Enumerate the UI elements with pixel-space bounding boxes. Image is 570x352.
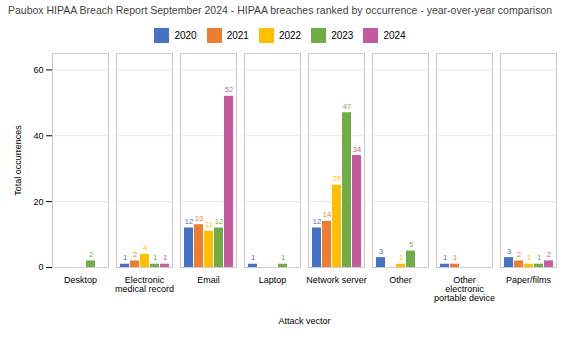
svg-text:Electronicmedical record: Electronicmedical record	[115, 275, 174, 294]
svg-text:3: 3	[507, 247, 511, 256]
svg-text:12: 12	[313, 217, 321, 226]
html-text:2023: 2023	[331, 30, 354, 41]
svg-text:60: 60	[33, 65, 43, 75]
svg-text:1: 1	[399, 253, 403, 262]
svg-text:1: 1	[537, 253, 541, 262]
html-text:2021: 2021	[226, 30, 249, 41]
svg-text:Network server: Network server	[306, 275, 367, 285]
svg-text:4: 4	[143, 243, 147, 252]
svg-text:1: 1	[123, 253, 127, 262]
svg-text:12: 12	[185, 217, 193, 226]
svg-text:Attack vector: Attack vector	[278, 316, 330, 326]
svg-text:Laptop: Laptop	[259, 275, 287, 285]
svg-text:47: 47	[343, 102, 351, 111]
svg-text:40: 40	[33, 131, 43, 141]
svg-text:2: 2	[517, 250, 521, 259]
svg-text:Other: Other	[389, 275, 412, 285]
svg-text:Otherelectronicportable device: Otherelectronicportable device	[434, 275, 495, 303]
html-text:Paubox HIPAA Breach Report Sep: Paubox HIPAA Breach Report September 202…	[8, 4, 553, 16]
svg-text:1: 1	[453, 253, 457, 262]
html-text:2020: 2020	[174, 30, 197, 41]
svg-text:12: 12	[215, 217, 223, 226]
svg-text:1: 1	[163, 253, 167, 262]
svg-text:2: 2	[133, 250, 137, 259]
svg-text:0: 0	[38, 262, 43, 272]
svg-text:1: 1	[527, 253, 531, 262]
svg-text:Paper/films: Paper/films	[506, 275, 552, 285]
svg-text:13: 13	[195, 214, 203, 223]
svg-text:1: 1	[443, 253, 447, 262]
svg-text:Total occurrences: Total occurrences	[13, 125, 23, 196]
svg-text:14: 14	[323, 210, 331, 219]
svg-text:1: 1	[251, 253, 255, 262]
svg-text:52: 52	[225, 85, 233, 94]
svg-text:1: 1	[153, 253, 157, 262]
svg-text:3: 3	[379, 247, 383, 256]
svg-text:20: 20	[33, 197, 43, 207]
html-text:2022: 2022	[278, 30, 302, 41]
svg-text:25: 25	[333, 174, 341, 183]
svg-text:Desktop: Desktop	[64, 275, 97, 285]
svg-text:2: 2	[547, 250, 551, 259]
svg-text:34: 34	[353, 145, 361, 154]
svg-text:1: 1	[281, 253, 285, 262]
svg-text:5: 5	[409, 240, 413, 249]
html-text:2024: 2024	[383, 30, 406, 41]
svg-text:2: 2	[89, 250, 93, 259]
svg-text:Email: Email	[197, 275, 220, 285]
svg-text:11: 11	[205, 220, 213, 229]
